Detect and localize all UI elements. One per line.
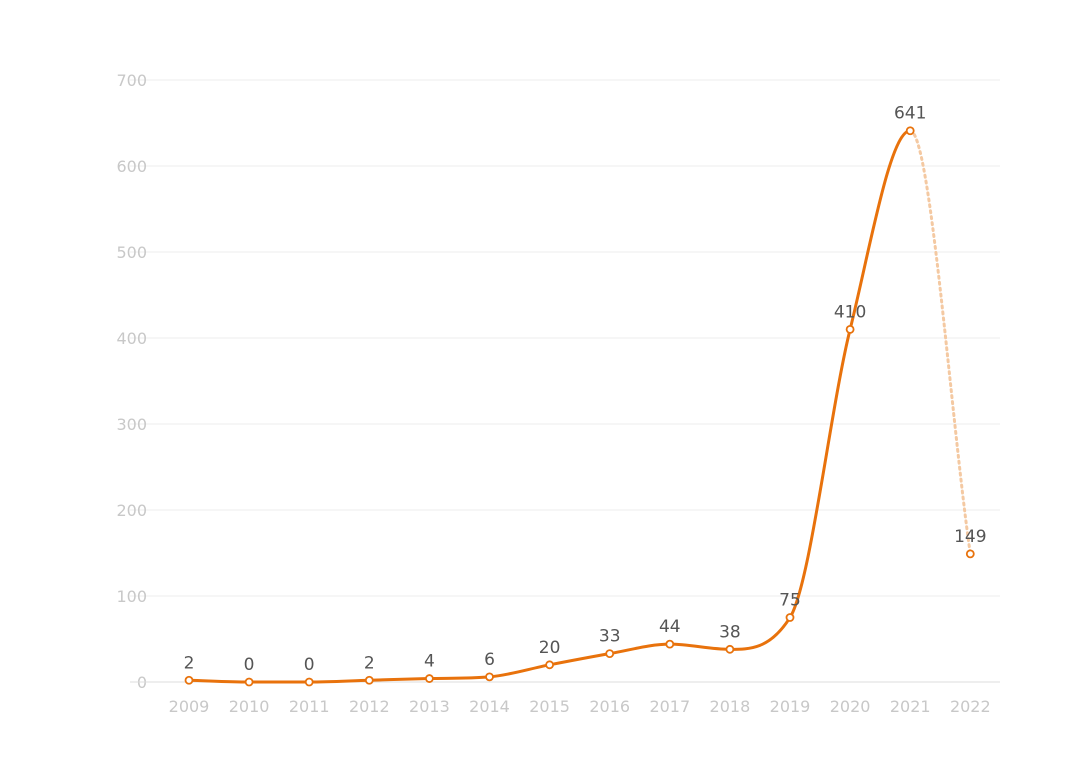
x-tick-label: 2012 [349, 697, 390, 716]
data-point [184, 675, 194, 685]
data-label: 2 [364, 653, 375, 673]
data-label: 6 [484, 650, 495, 670]
data-label: 75 [779, 591, 801, 611]
series-line-projected [908, 129, 972, 556]
y-tick-label: 200 [116, 501, 147, 520]
data-label: 44 [659, 617, 681, 637]
x-tick-label: 2010 [229, 697, 270, 716]
x-tick-label: 2019 [770, 697, 811, 716]
data-point [725, 644, 735, 654]
y-tick-label: 500 [116, 243, 147, 262]
x-tick-label: 2021 [890, 697, 931, 716]
grid-lines [130, 79, 1000, 597]
y-tick-label: 300 [116, 415, 147, 434]
x-tick-label: 2014 [469, 697, 510, 716]
series-line-group [187, 129, 972, 684]
data-label: 149 [954, 527, 986, 547]
x-tick-label: 2013 [409, 697, 450, 716]
y-tick-label: 100 [116, 587, 147, 606]
x-tick-label: 2018 [710, 697, 751, 716]
data-point [485, 672, 494, 682]
data-point [785, 613, 795, 622]
data-label: 0 [244, 655, 255, 675]
data-label: 2 [184, 653, 195, 673]
data-label: 641 [894, 104, 926, 124]
x-tick-label: 2017 [649, 697, 690, 716]
data-label: 38 [719, 622, 741, 642]
data-point [605, 649, 615, 659]
y-tick-label: 600 [116, 157, 147, 176]
data-point [304, 677, 314, 687]
data-point [424, 674, 434, 683]
data-label: 4 [424, 652, 435, 672]
data-point [665, 639, 675, 649]
data-point [364, 675, 374, 685]
x-tick-label: 2020 [830, 697, 871, 716]
x-tick-label: 2009 [169, 697, 210, 716]
data-label: 20 [539, 638, 561, 658]
data-label: 0 [304, 655, 315, 675]
data-point [244, 677, 254, 687]
series-line [187, 129, 912, 684]
data-label: 410 [834, 302, 866, 322]
data-point [965, 549, 975, 559]
y-tick-label: 400 [116, 329, 147, 348]
x-tick-label: 2011 [289, 697, 330, 716]
data-point [905, 126, 915, 136]
x-tick-label: 2016 [589, 697, 630, 716]
data-label: 33 [599, 627, 621, 647]
x-tick-label: 2022 [950, 697, 991, 716]
y-tick-label: 700 [116, 71, 147, 90]
x-tick-label: 2015 [529, 697, 570, 716]
data-points [184, 126, 975, 687]
data-point [545, 660, 554, 670]
data-point [845, 324, 855, 334]
